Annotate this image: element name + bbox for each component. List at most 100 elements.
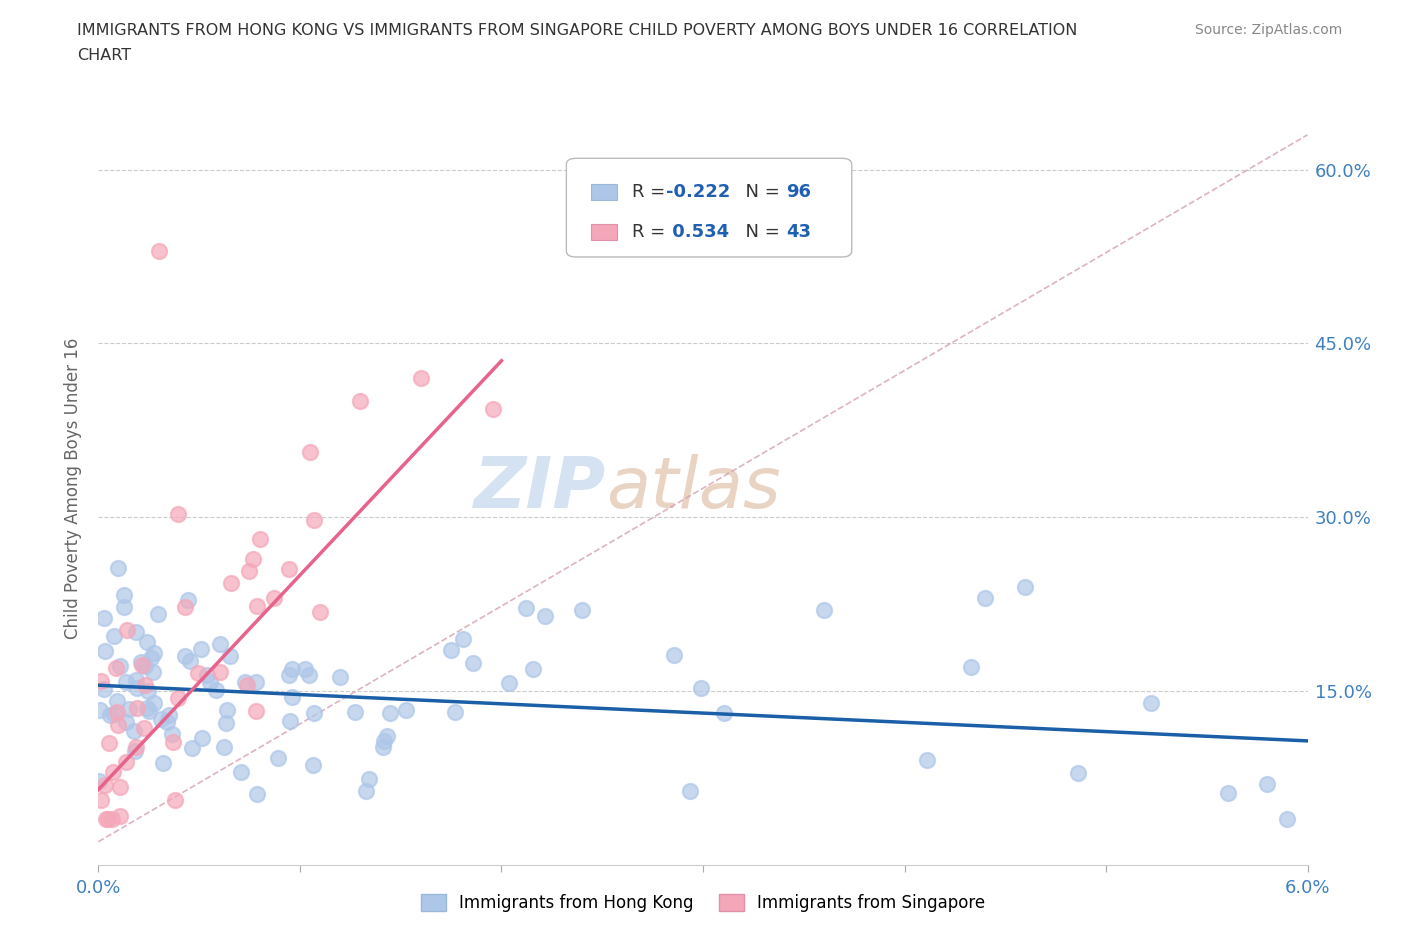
- Point: [131, 658, 153, 672]
- Point: [813, 603, 835, 618]
- Point: [142, 665, 165, 680]
- Point: [245, 674, 267, 689]
- Point: [112, 599, 135, 614]
- Point: [218, 648, 240, 663]
- Text: R =: R =: [631, 183, 671, 201]
- Point: [159, 708, 181, 723]
- Point: [105, 694, 128, 709]
- Point: [233, 675, 256, 690]
- Point: [167, 691, 190, 706]
- Point: [217, 703, 239, 718]
- Point: [125, 624, 148, 639]
- Point: [101, 764, 124, 779]
- Point: [349, 394, 371, 409]
- Point: [148, 244, 170, 259]
- Point: [444, 704, 467, 719]
- Point: [231, 764, 253, 779]
- Point: [110, 809, 132, 824]
- Point: [124, 744, 146, 759]
- Point: [461, 656, 484, 671]
- Point: [354, 784, 377, 799]
- Point: [134, 658, 156, 673]
- Point: [679, 783, 702, 798]
- Point: [118, 701, 141, 716]
- Point: [1216, 786, 1239, 801]
- Point: [298, 668, 321, 683]
- Point: [97, 811, 120, 826]
- Point: [110, 779, 132, 794]
- Point: [1140, 696, 1163, 711]
- Point: [173, 600, 195, 615]
- Point: [94, 811, 117, 826]
- Point: [149, 711, 172, 726]
- Point: [263, 591, 285, 605]
- Point: [90, 673, 112, 688]
- Point: [162, 726, 184, 741]
- Point: [357, 771, 380, 786]
- Point: [236, 677, 259, 692]
- Point: [304, 512, 326, 527]
- Point: [440, 643, 463, 658]
- Point: [974, 591, 997, 605]
- Point: [103, 706, 125, 721]
- Point: [343, 704, 366, 719]
- Point: [329, 670, 352, 684]
- Point: [138, 704, 160, 719]
- Point: [245, 704, 267, 719]
- Text: ZIP: ZIP: [474, 454, 606, 523]
- Text: -0.222: -0.222: [665, 183, 730, 201]
- Point: [238, 564, 260, 578]
- Point: [713, 706, 735, 721]
- Point: [162, 735, 184, 750]
- Legend: Immigrants from Hong Kong, Immigrants from Singapore: Immigrants from Hong Kong, Immigrants fr…: [420, 895, 986, 912]
- Point: [219, 576, 242, 591]
- Point: [152, 756, 174, 771]
- Text: R =: R =: [631, 223, 671, 241]
- Point: [453, 631, 475, 646]
- Point: [187, 666, 209, 681]
- Point: [103, 629, 125, 644]
- Point: [281, 661, 304, 676]
- Point: [90, 793, 112, 808]
- Point: [246, 787, 269, 802]
- Point: [205, 682, 228, 697]
- Point: [134, 678, 156, 693]
- Point: [108, 658, 131, 673]
- Point: [114, 754, 136, 769]
- Text: Source: ZipAtlas.com: Source: ZipAtlas.com: [1195, 23, 1343, 37]
- Point: [93, 682, 115, 697]
- Point: [166, 506, 188, 521]
- Point: [959, 660, 981, 675]
- Point: [143, 645, 166, 660]
- Point: [375, 728, 398, 743]
- Point: [163, 792, 186, 807]
- Point: [125, 680, 148, 695]
- Point: [107, 561, 129, 576]
- Point: [125, 672, 148, 687]
- Point: [179, 654, 201, 669]
- Point: [139, 651, 162, 666]
- Point: [191, 731, 214, 746]
- Point: [242, 551, 264, 566]
- Point: [176, 592, 198, 607]
- Point: [1256, 777, 1278, 791]
- FancyBboxPatch shape: [567, 158, 852, 257]
- Point: [522, 661, 544, 676]
- Point: [515, 601, 537, 616]
- Point: [136, 700, 159, 715]
- Point: [302, 757, 325, 772]
- Point: [294, 661, 316, 676]
- Point: [1277, 811, 1299, 826]
- Point: [125, 739, 148, 754]
- Point: [533, 609, 555, 624]
- Point: [136, 684, 159, 699]
- Point: [105, 704, 128, 719]
- Point: [246, 599, 269, 614]
- Point: [127, 700, 149, 715]
- Point: [498, 675, 520, 690]
- Text: 43: 43: [786, 223, 811, 241]
- Point: [173, 648, 195, 663]
- Point: [114, 588, 136, 603]
- Point: [115, 674, 138, 689]
- Point: [915, 752, 938, 767]
